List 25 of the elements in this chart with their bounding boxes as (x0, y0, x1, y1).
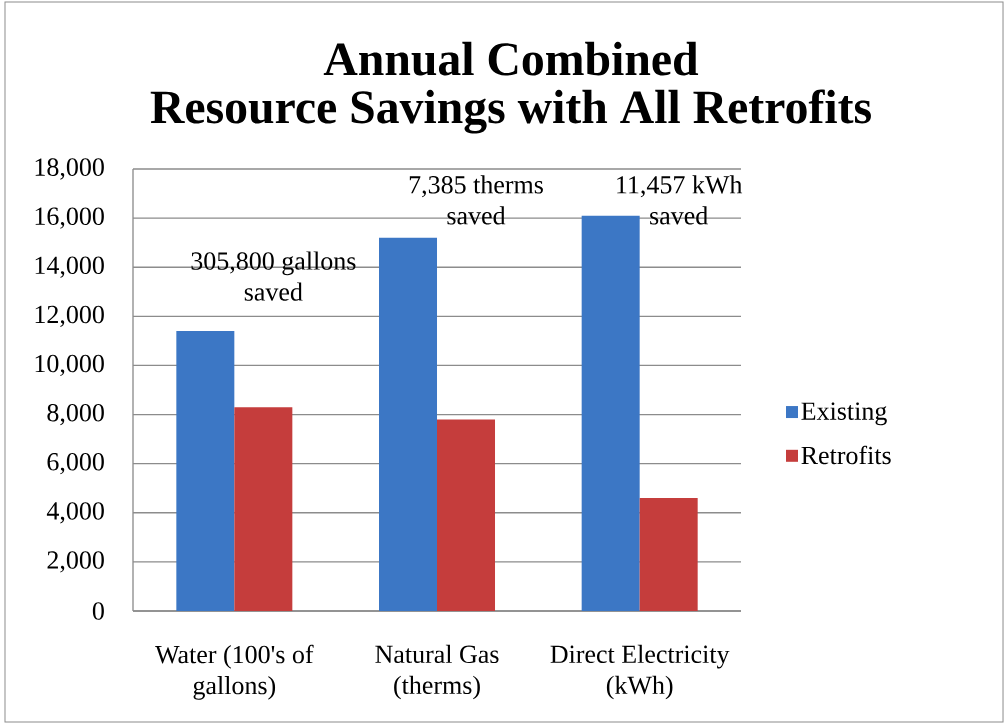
y-tick-label: 10,000 (35, 354, 104, 377)
legend-label: Retrofits (801, 445, 891, 465)
chart-title: Annual Combined Resource Savings with All Retrofits (150, 41, 871, 134)
y-tick-label: 0 (92, 602, 104, 620)
bar (581, 215, 640, 611)
legend-label: Existing (801, 402, 887, 426)
y-tick-label: 16,000 (35, 207, 104, 229)
y-tick-label: 18,000 (35, 158, 104, 180)
x-tick-label: Water (100's of gallons) (155, 644, 314, 700)
bar (639, 498, 698, 611)
y-tick-label: 6,000 (47, 453, 104, 475)
y-tick-label: 8,000 (47, 403, 104, 426)
y-tick-label: 2,000 (47, 551, 104, 573)
annotation: 7,385 therms saved (409, 175, 543, 225)
y-tick-label: 14,000 (35, 256, 104, 278)
annotation: 305,800 gallons saved (191, 251, 356, 301)
bar (437, 419, 496, 611)
bar (379, 237, 437, 611)
x-tick-label: Natural Gas (therms) (375, 644, 499, 700)
x-tick-label: Direct Electricity (kWh) (550, 644, 730, 700)
annotation: 11,457 kWh saved (617, 175, 743, 225)
bar (234, 407, 293, 611)
y-tick-label: 4,000 (46, 502, 104, 524)
bar (176, 331, 235, 611)
y-tick-label: 12,000 (35, 305, 104, 327)
